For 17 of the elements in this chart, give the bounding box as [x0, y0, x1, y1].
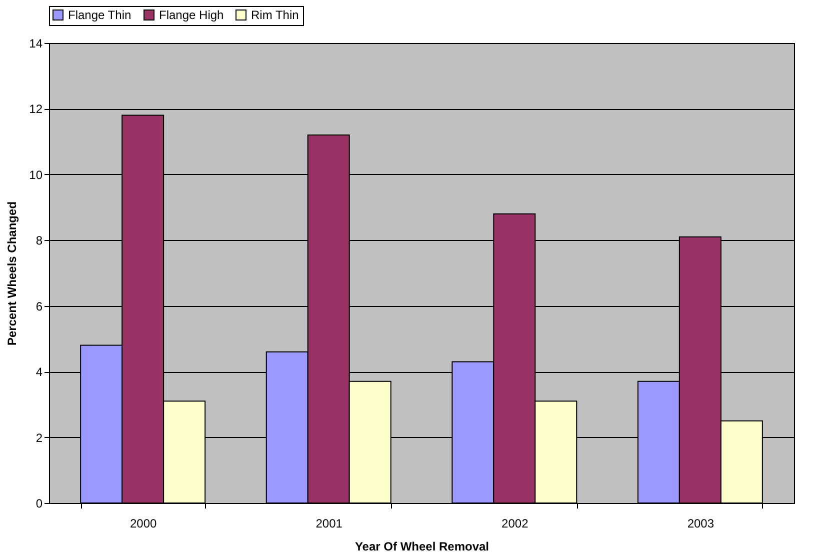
y-tick-label: 6	[36, 299, 43, 314]
y-axis-title: Percent Wheels Changed	[5, 201, 20, 346]
y-tick-label: 4	[36, 365, 43, 380]
x-tick-label: 2003	[687, 516, 714, 530]
y-tick-label: 10	[29, 168, 43, 182]
y-tick-label: 0	[36, 496, 43, 510]
x-tick-label: 2000	[130, 516, 157, 530]
x-axis-title: Year Of Wheel Removal	[354, 540, 490, 554]
legend-label: Flange Thin	[68, 8, 132, 22]
y-tick-label: 12	[29, 102, 43, 116]
y-tick-label: 8	[36, 234, 43, 248]
y-tick-label: 2	[36, 430, 43, 445]
y-tick-label: 14	[29, 36, 43, 50]
x-tick-label: 2001	[316, 516, 343, 530]
legend-label: Rim Thin	[251, 8, 299, 22]
x-tick-label: 2002	[502, 516, 529, 530]
legend-label: Flange High	[159, 8, 224, 22]
